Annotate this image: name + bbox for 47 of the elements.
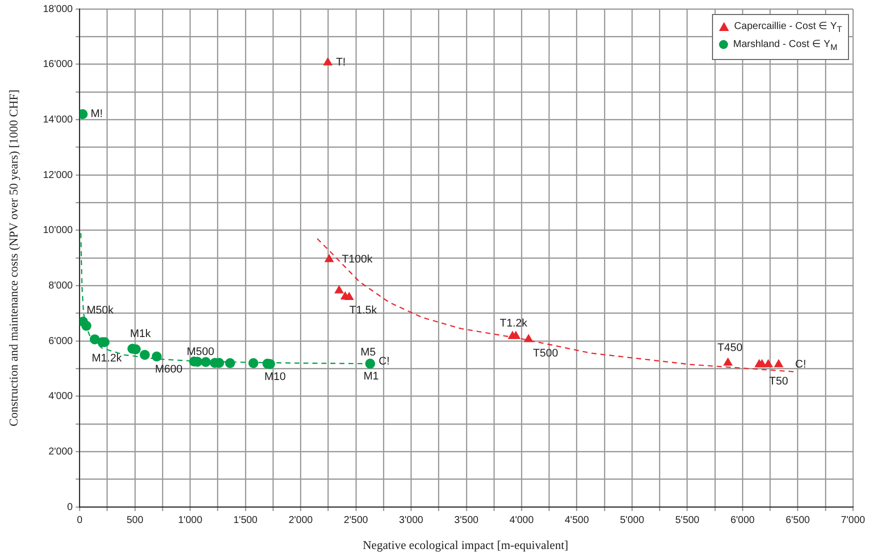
x-tick-label: 5'000 bbox=[620, 514, 645, 526]
x-tick-label: 6'000 bbox=[730, 514, 756, 526]
x-tick-label: 4'000 bbox=[510, 514, 534, 526]
x-tick-label: 1'500 bbox=[233, 514, 258, 526]
y-tick-label: 6'000 bbox=[48, 336, 74, 347]
x-tick-label: 3'000 bbox=[399, 514, 424, 526]
annotation: T50 bbox=[769, 376, 788, 388]
y-tick-label: 8'000 bbox=[48, 280, 74, 292]
x-tick-label: 500 bbox=[126, 514, 144, 526]
annotation: T100k bbox=[342, 253, 373, 266]
x-tick-label: 2'500 bbox=[344, 514, 368, 526]
x-tick-label: 7'000 bbox=[840, 514, 866, 526]
legend-label: Capercaillie - Cost ∈ Y$_{T}$ bbox=[734, 21, 842, 34]
annotation: T500 bbox=[533, 347, 558, 360]
y-tick-label: 14'000 bbox=[43, 114, 74, 126]
y-tick-label: 2'000 bbox=[48, 446, 74, 458]
x-tick-label: 2'000 bbox=[288, 514, 314, 526]
x-tick-label: 4'500 bbox=[564, 514, 590, 526]
x-tick-label: 5'500 bbox=[675, 514, 700, 526]
annotation: T1.2k bbox=[500, 317, 528, 330]
annotation: M50k bbox=[86, 304, 114, 317]
x-tick-label: 1'000 bbox=[178, 514, 203, 526]
y-tick-label: 10'000 bbox=[43, 225, 74, 236]
annotation: T! bbox=[336, 56, 346, 69]
y-tick-label: 16'000 bbox=[43, 59, 74, 70]
annotation: M600 bbox=[154, 364, 182, 376]
x-tick-label: 3'500 bbox=[454, 514, 479, 526]
x-tick-label: 0 bbox=[76, 514, 83, 526]
x-axis-title: Negative ecological impact [m-equivalent] bbox=[362, 538, 570, 553]
annotation: M5 bbox=[360, 346, 376, 359]
annotation: C! bbox=[378, 356, 390, 368]
y-axis-title: Construction and maintenance costs (NPV over 50 years) [1000 CHF] bbox=[6, 90, 22, 426]
annotation: M500 bbox=[186, 346, 214, 358]
annotation: T450 bbox=[717, 342, 742, 354]
y-tick-label: 12'000 bbox=[43, 170, 74, 181]
annotation: M! bbox=[90, 108, 103, 120]
annotation: M1.2k bbox=[92, 352, 122, 364]
x-tick-label: 6'500 bbox=[786, 514, 810, 526]
annotation: M1 bbox=[364, 370, 379, 383]
annotation: M1k bbox=[130, 328, 152, 340]
annotation: M10 bbox=[264, 370, 286, 383]
annotation: C! bbox=[795, 358, 806, 371]
y-tick-label: 18'000 bbox=[43, 4, 74, 15]
annotation: T1.5k bbox=[349, 304, 378, 316]
y-tick-label: 0 bbox=[67, 502, 74, 513]
legend-label: Marshland - Cost ∈ Y$_{M}$ bbox=[733, 39, 838, 52]
y-tick-label: 4'000 bbox=[48, 391, 74, 402]
